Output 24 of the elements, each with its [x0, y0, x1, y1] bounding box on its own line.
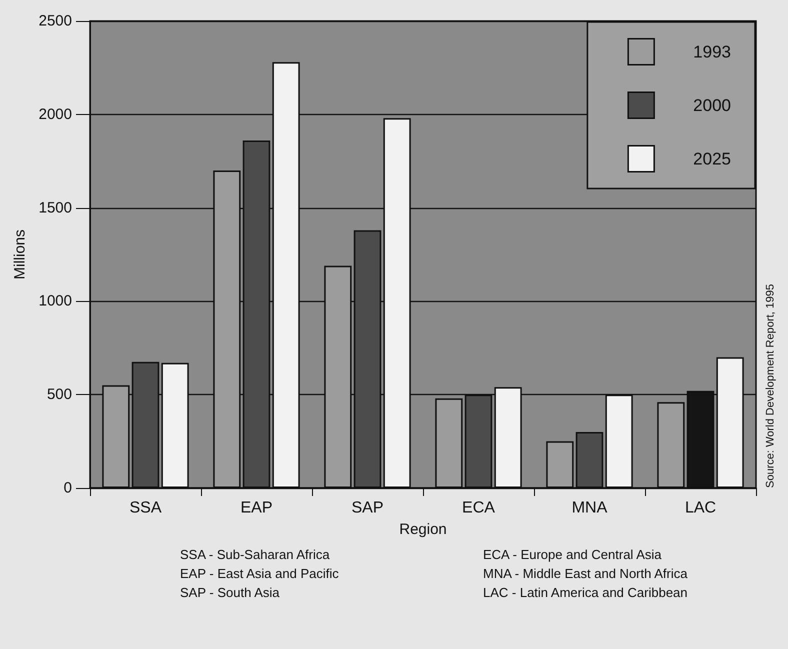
text: EAP - East Asia and Pacific [180, 566, 340, 581]
x-tick-label: MNA [572, 500, 608, 516]
y-tick-label: 1000 [38, 292, 72, 310]
y-tick-label: 2000 [38, 106, 72, 123]
x-tick-label: SSA [129, 500, 162, 516]
text: LAC - Latin America and Caribbean [483, 585, 688, 600]
y-tick-label: 1500 [38, 199, 72, 216]
legend-label: 1993 [693, 42, 732, 62]
x-tick-label: SAP [351, 500, 384, 516]
x-tick-label: EAP [240, 500, 273, 516]
y-tick-label: 500 [46, 386, 72, 404]
source-note: Source: World Development Report, 1995 [764, 284, 776, 488]
text: SAP - South Asia [180, 585, 280, 600]
y-tick-label: 0 [64, 480, 72, 496]
x-tick-label: LAC [684, 500, 716, 516]
legend-label: 2000 [693, 96, 732, 115]
y-tick-label: 2500 [38, 12, 72, 30]
legend-label: 2025 [693, 149, 732, 168]
y-axis-title: Millions [12, 229, 29, 280]
x-axis-title: Region [399, 521, 447, 538]
x-tick-label: ECA [462, 500, 496, 516]
text: ECA - Europe and Central Asia [483, 547, 662, 562]
text: MNA - Middle East and North Africa [483, 566, 688, 581]
text: SSA - Sub-Saharan Africa [180, 547, 330, 562]
